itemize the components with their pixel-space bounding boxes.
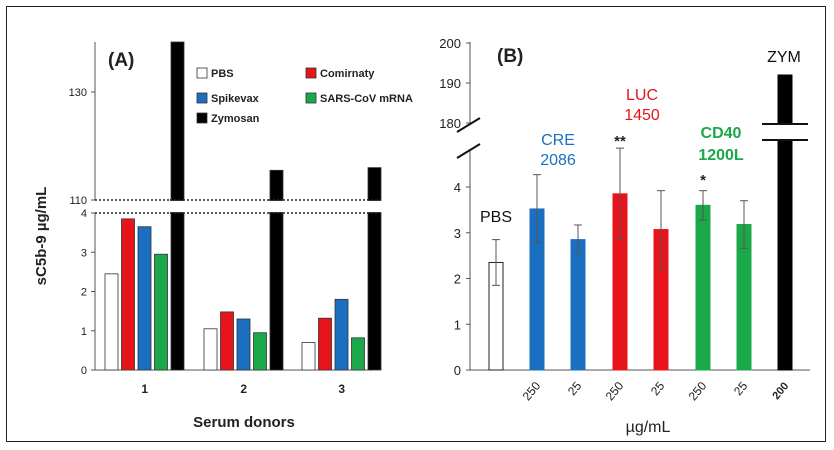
a-bar-pbs bbox=[203, 328, 218, 371]
a-legend-label: Comirnaty bbox=[320, 68, 375, 80]
panel-b-xlabel: µg/mL bbox=[626, 419, 671, 436]
b-x-tick-label: 250 bbox=[603, 379, 627, 404]
b-x-tick-label: 250 bbox=[520, 379, 544, 404]
a-bar-comirnaty bbox=[220, 311, 234, 371]
a-y-tick-label: 2 bbox=[81, 287, 87, 299]
a-y-tick-label: 110 bbox=[69, 195, 87, 207]
a-bar-comirnaty bbox=[318, 317, 332, 371]
a-legend-swatch bbox=[196, 67, 208, 79]
b-group-label: 1200L bbox=[698, 147, 744, 164]
b-y-tick-label: 200 bbox=[439, 36, 461, 51]
panel-a-label: (A) bbox=[108, 50, 134, 71]
a-bar-pbs bbox=[104, 273, 119, 371]
panel-a-legend: PBS Comirnaty Spikevax SARS-CoV mRNA Zymosan bbox=[196, 67, 413, 125]
b-significance-star: * bbox=[700, 172, 706, 189]
b-bar bbox=[695, 204, 711, 371]
a-bar-break-gap bbox=[367, 200, 382, 213]
a-bar-zymosan bbox=[367, 167, 382, 371]
a-x-tick-label: 2 bbox=[240, 382, 247, 396]
a-bar-zymosan bbox=[269, 169, 284, 371]
b-group-label: 1450 bbox=[624, 107, 660, 124]
b-y-tick-label: 0 bbox=[454, 363, 461, 378]
b-y-tick-label: 190 bbox=[439, 76, 461, 91]
b-x-tick-label: 25 bbox=[731, 379, 751, 398]
a-legend-swatch bbox=[305, 92, 317, 104]
a-x-tick-label: 1 bbox=[141, 382, 148, 396]
b-bar bbox=[777, 74, 793, 371]
a-y-tick-label: 130 bbox=[69, 87, 87, 99]
b-y-tick-label: 1 bbox=[454, 317, 461, 332]
panel-a-xlabel: Serum donors bbox=[193, 414, 295, 431]
panel-b-label: (B) bbox=[497, 46, 523, 67]
b-group-label: CD40 bbox=[701, 125, 742, 142]
b-x-tick-label: 250 bbox=[686, 379, 710, 404]
b-group-label: LUC bbox=[626, 87, 658, 104]
b-group-label: 2086 bbox=[540, 152, 576, 169]
a-bar-pbs bbox=[301, 342, 316, 371]
a-legend-label: PBS bbox=[211, 68, 234, 80]
b-bar bbox=[570, 239, 586, 371]
a-legend-swatch bbox=[305, 67, 317, 79]
b-bar-break-gap bbox=[762, 124, 808, 140]
b-group-label: PBS bbox=[480, 209, 512, 226]
b-y-tick-label: 180 bbox=[439, 116, 461, 131]
a-bar-sars-cov-mrna bbox=[351, 337, 365, 371]
b-x-tick-label: 25 bbox=[565, 379, 585, 398]
a-bar-sars-cov-mrna bbox=[154, 253, 168, 371]
a-y-tick-label: 0 bbox=[81, 365, 87, 377]
a-y-tick-label: 4 bbox=[81, 208, 87, 220]
b-axis-break-mark bbox=[456, 143, 481, 159]
b-y-tick-label: 2 bbox=[454, 272, 461, 287]
a-bar-spikevax bbox=[334, 298, 349, 371]
b-significance-star: ** bbox=[614, 133, 626, 150]
a-legend-swatch bbox=[196, 92, 208, 104]
a-bar-spikevax bbox=[137, 226, 152, 371]
a-y-tick-label: 1 bbox=[81, 326, 87, 338]
a-bar-spikevax bbox=[236, 318, 251, 371]
a-bar-sars-cov-mrna bbox=[253, 332, 267, 371]
a-bar-break-gap bbox=[269, 200, 284, 213]
b-x-tick-label: 200 bbox=[770, 380, 791, 402]
b-y-tick-label: 4 bbox=[454, 180, 461, 195]
b-axis-break-mark bbox=[456, 117, 481, 133]
a-legend-label: SARS-CoV mRNA bbox=[320, 93, 413, 105]
a-legend-label: Spikevax bbox=[211, 93, 260, 105]
figure-frame bbox=[6, 6, 826, 442]
panel-a-ylabel: sC5b-9 µg/mL bbox=[33, 187, 50, 286]
panel-b-axes: 0 1 2 3 4 180 190 200 250 25 250 25 250 25 200 bbox=[439, 36, 810, 403]
panel-b-bars bbox=[488, 74, 808, 371]
a-legend-swatch bbox=[196, 112, 208, 124]
b-x-tick-label: 25 bbox=[648, 379, 668, 398]
b-group-label: CRE bbox=[541, 132, 575, 149]
a-x-tick-label: 3 bbox=[338, 382, 345, 396]
a-legend-label: Zymosan bbox=[211, 113, 260, 125]
b-y-tick-label: 3 bbox=[454, 226, 461, 241]
a-bar-comirnaty bbox=[121, 218, 135, 371]
a-y-tick-label: 3 bbox=[81, 247, 87, 259]
b-group-label: ZYM bbox=[767, 49, 801, 66]
a-bar-break-gap bbox=[170, 200, 185, 213]
panel-a-bars bbox=[104, 41, 382, 371]
